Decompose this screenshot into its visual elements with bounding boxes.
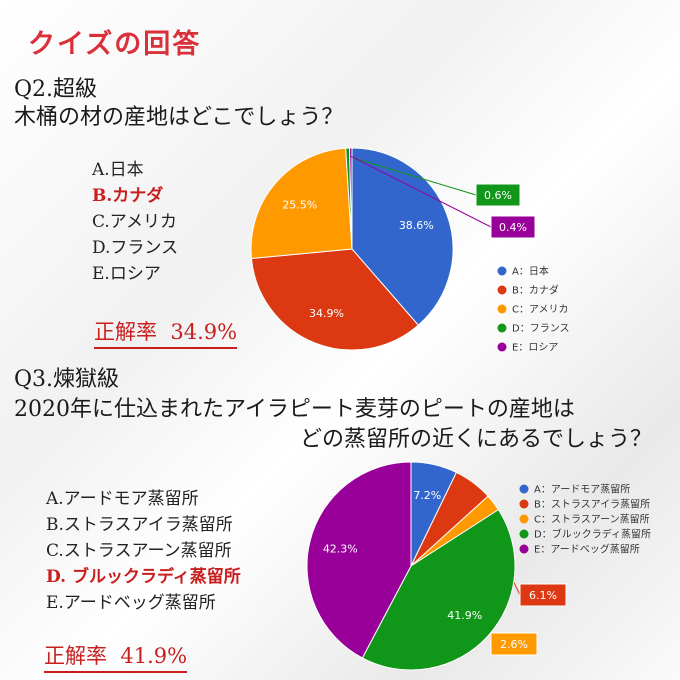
pie1-data-label: 34.9%	[309, 307, 344, 320]
pie2-callout-box	[490, 632, 538, 656]
pie2-data-label: 2.6%	[500, 638, 528, 651]
q2-option: A.日本	[92, 160, 144, 180]
pie1-data-label: 0.6%	[484, 189, 512, 202]
pie1-data-label: 38.6%	[399, 219, 434, 232]
pie2-legend-marker	[519, 484, 529, 494]
q3-option: C.ストラスアーン蒸留所	[46, 541, 232, 561]
pie1-legend-marker	[497, 285, 507, 295]
pie2-legend-label: A：アードモア蒸留所	[534, 483, 630, 496]
q3-question-line2: どの蒸留所の近くにあるでしょう？	[300, 427, 653, 452]
pie2-legend-label: E：アードベッグ蒸留所	[534, 543, 640, 556]
q2-options: A.日本 B.カナダ C.アメリカ D.フランス E.ロシア	[92, 157, 178, 287]
pie2-legend-marker	[519, 529, 529, 539]
q3-option: A.アードモア蒸留所	[46, 489, 199, 509]
pie2-data-label: 41.9%	[447, 609, 482, 622]
q2-question: 木桶の材の産地はどこでしょう？	[14, 105, 344, 130]
q3-rate-value: 41.9%	[120, 644, 188, 668]
pie1-legend-label: D：フランス	[512, 323, 570, 335]
pie1-slice-d	[345, 147, 353, 250]
pie1-data-label: 0.4%	[499, 221, 527, 234]
q2-option: E.ロシア	[92, 264, 161, 284]
q2-option: D.フランス	[92, 238, 179, 258]
pie1-callout-box	[490, 215, 536, 239]
pie2-legend-marker	[519, 514, 529, 524]
q2-option: B.カナダ	[92, 186, 164, 206]
q2-rate-value: 34.9%	[170, 320, 238, 344]
pie1-callout-line	[350, 155, 492, 228]
pie1-legend-marker	[497, 323, 507, 333]
pie2-slice-d	[361, 508, 516, 671]
pie1-legend-label: B：カナダ	[512, 284, 559, 297]
q2-option: C.アメリカ	[92, 212, 177, 232]
pie2-callout-box	[519, 583, 567, 607]
pie1-callout-box	[475, 183, 521, 207]
pie2-data-label: 42.3%	[323, 543, 358, 556]
q2-correct-rate: 正解率 34.9%	[94, 316, 238, 349]
pie1-slice-c	[250, 147, 353, 260]
pie1-legend-label: C：アメリカ	[512, 304, 568, 316]
pie1-slice-e	[348, 147, 353, 250]
q3-options: A.アードモア蒸留所 B.ストラスアイラ蒸留所 C.ストラスアーン蒸留所 D. …	[46, 486, 241, 616]
pie1-legend-label: E：ロシア	[512, 343, 558, 354]
pie1-data-label: 25.5%	[282, 198, 317, 211]
pie2-legend-label: C：ストラスアーン蒸留所	[534, 513, 650, 526]
pie1-slice-a	[351, 147, 454, 326]
q3-option: E.アードベッグ蒸留所	[46, 593, 216, 613]
pie2-legend-marker	[519, 499, 529, 509]
q3-question-line1: 2020年に仕込まれたアイラピート麦芽のピートの産地は	[14, 397, 575, 422]
pie2-legend-label: D：ブルックラディ蒸留所	[534, 528, 651, 541]
pie2-data-label: 6.1%	[529, 589, 557, 602]
q3-option: D. ブルックラディ蒸留所	[46, 567, 241, 587]
pie1-legend-label: A：日本	[512, 265, 549, 278]
pie1-legend-marker	[497, 266, 507, 276]
pie2-callout-line	[486, 507, 492, 645]
pie1-legend-marker	[497, 342, 507, 352]
pie1-legend-marker	[497, 304, 507, 314]
q3-rate-label: 正解率	[44, 644, 107, 668]
pie2-callout-line	[467, 489, 521, 596]
q3-level: Q3.煉獄級	[14, 367, 120, 392]
pie2-slice-b	[410, 471, 489, 567]
pie2-data-label: 7.2%	[413, 489, 441, 502]
q2-rate-label: 正解率	[94, 320, 157, 344]
pie2-legend-marker	[519, 544, 529, 554]
page-title: クイズの回答	[28, 29, 202, 60]
q3-option: B.ストラスアイラ蒸留所	[46, 515, 233, 535]
pie2-slice-e	[306, 461, 412, 659]
pie2-slice-c	[410, 495, 500, 567]
q2-level: Q2.超級	[14, 77, 98, 102]
q3-correct-rate: 正解率 41.9%	[44, 640, 188, 673]
pie1-slice-b	[250, 248, 420, 351]
pie2-slice-a	[410, 461, 458, 567]
pie2-legend-label: B：ストラスアイラ蒸留所	[534, 498, 650, 511]
pie1-callout-line	[347, 155, 477, 196]
